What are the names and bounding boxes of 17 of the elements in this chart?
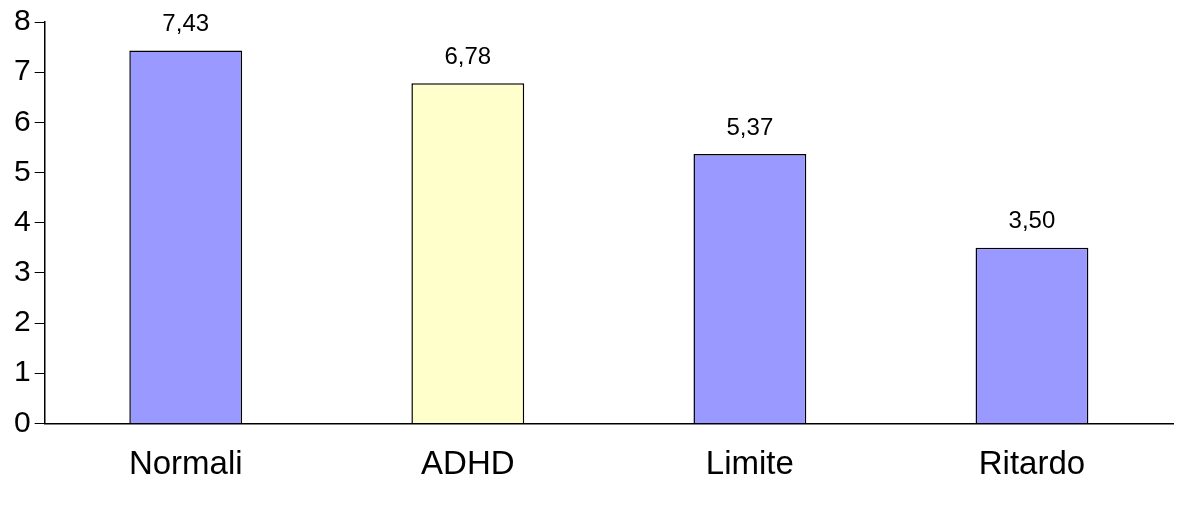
y-tick-label: 0: [14, 404, 31, 438]
data-label: 6,78: [444, 41, 492, 69]
data-label: 3,50: [1008, 206, 1056, 234]
x-tick-label: Ritardo: [978, 444, 1086, 482]
data-label: 7,43: [162, 9, 210, 37]
data-label: 5,37: [726, 112, 774, 140]
x-tick-label: Limite: [705, 444, 794, 482]
y-tick-label: 4: [14, 203, 31, 237]
y-tick-label: 5: [14, 153, 31, 187]
y-tick-label: 1: [14, 354, 31, 388]
y-tick-label: 7: [14, 53, 31, 87]
y-tick-label: 3: [14, 254, 31, 288]
x-tick-label: ADHD: [421, 444, 515, 482]
y-tick-label: 2: [14, 304, 31, 338]
y-tick-label: 8: [14, 3, 31, 37]
y-tick-label: 6: [14, 103, 31, 137]
x-tick-label: Normali: [128, 444, 243, 482]
